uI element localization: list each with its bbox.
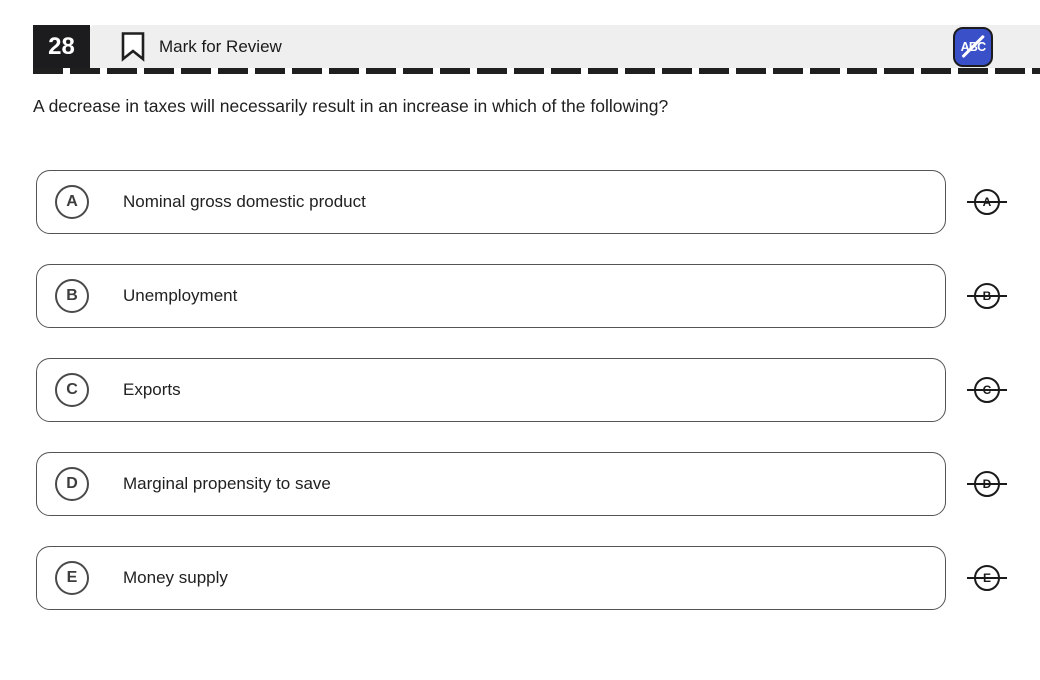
answer-options: A Nominal gross domestic product A B Une… [36, 170, 1007, 610]
option-a-button[interactable]: A Nominal gross domestic product [36, 170, 946, 234]
option-row-b: B Unemployment B [36, 264, 1007, 328]
question-number-label: 28 [48, 32, 75, 60]
option-c-button[interactable]: C Exports [36, 358, 946, 422]
option-b-letter-badge: B [55, 279, 89, 313]
option-b-text: Unemployment [123, 286, 238, 305]
question-toolbar: Mark for Review ABC [90, 25, 1040, 68]
option-row-e: E Money supply E [36, 546, 1007, 610]
bookmark-icon [120, 31, 146, 62]
option-e-text: Money supply [123, 568, 228, 587]
option-e-eliminator-strike-icon [967, 577, 1007, 579]
option-e-eliminator-button[interactable]: E [967, 558, 1007, 598]
option-row-a: A Nominal gross domestic product A [36, 170, 1007, 234]
option-d-text: Marginal propensity to save [123, 474, 331, 493]
option-e-letter-badge: E [55, 561, 89, 595]
option-c-letter-badge: C [55, 373, 89, 407]
option-a-letter-badge: A [55, 185, 89, 219]
answer-eliminator-toggle[interactable]: ABC [953, 26, 993, 67]
option-b-eliminator-button[interactable]: B [967, 276, 1007, 316]
option-d-eliminator-strike-icon [967, 483, 1007, 485]
option-e-button[interactable]: E Money supply [36, 546, 946, 610]
option-d-letter-badge: D [55, 467, 89, 501]
option-c-text: Exports [123, 380, 181, 399]
option-c-eliminator-strike-icon [967, 389, 1007, 391]
mark-for-review-button[interactable]: Mark for Review [120, 31, 282, 62]
option-c-eliminator-button[interactable]: C [967, 370, 1007, 410]
dashed-divider [33, 68, 1040, 74]
option-row-c: C Exports C [36, 358, 1007, 422]
option-a-text: Nominal gross domestic product [123, 192, 366, 211]
option-d-button[interactable]: D Marginal propensity to save [36, 452, 946, 516]
option-d-eliminator-button[interactable]: D [967, 464, 1007, 504]
option-row-d: D Marginal propensity to save D [36, 452, 1007, 516]
question-text: A decrease in taxes will necessarily res… [33, 96, 669, 116]
option-a-eliminator-strike-icon [967, 201, 1007, 203]
mark-for-review-label: Mark for Review [159, 36, 282, 56]
question-number: 28 [33, 25, 90, 68]
option-a-eliminator-button[interactable]: A [967, 182, 1007, 222]
question-header: 28 Mark for Review ABC [0, 25, 1040, 68]
option-b-eliminator-strike-icon [967, 295, 1007, 297]
option-b-button[interactable]: B Unemployment [36, 264, 946, 328]
